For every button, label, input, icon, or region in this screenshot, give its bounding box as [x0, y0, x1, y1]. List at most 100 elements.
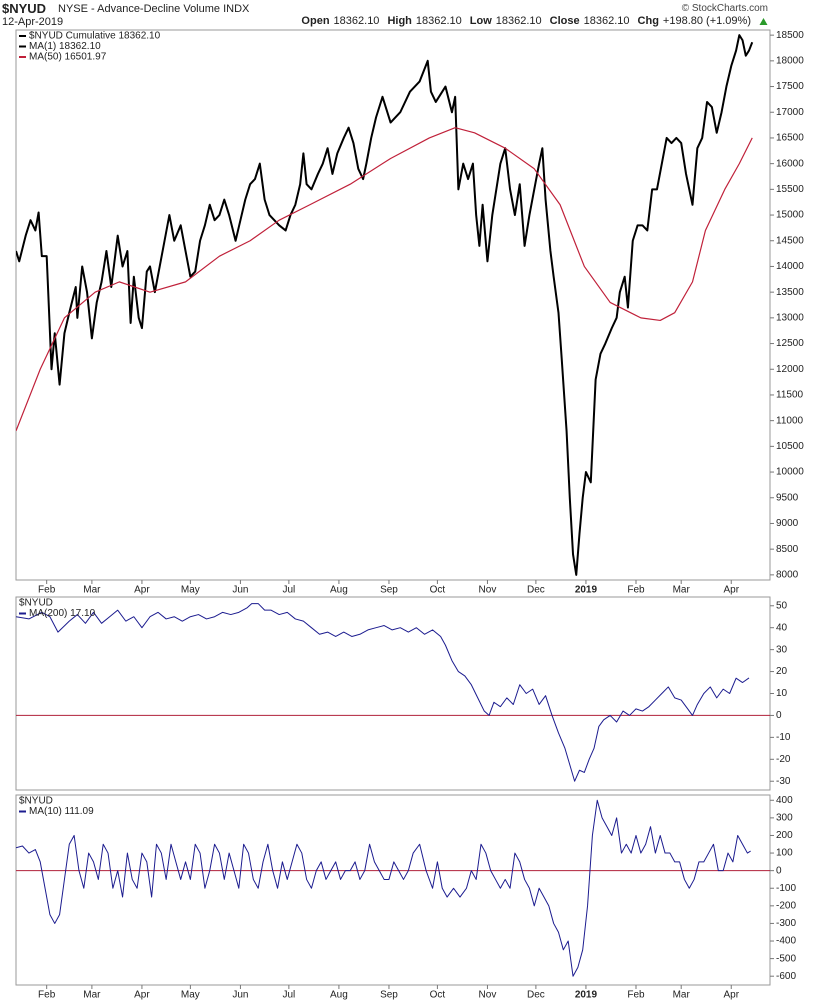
y-tick-label: 10500 — [776, 441, 804, 452]
y-tick-label: -600 — [776, 971, 796, 982]
up-arrow — [759, 17, 768, 25]
y-tick-label: -20 — [776, 754, 791, 765]
legend-title: $NYUD — [19, 598, 53, 609]
quote-label: Low — [469, 15, 492, 27]
legend-label: MA(10) 111.09 — [29, 806, 94, 817]
x-tick-label: Feb — [627, 585, 645, 596]
y-tick-label: 0 — [776, 710, 782, 721]
panel-frame — [15, 794, 771, 986]
y-tick-label: 9500 — [776, 492, 799, 503]
quote-value: 18362.10 — [333, 15, 380, 27]
legend-label: MA(200) 17.10 — [29, 608, 96, 619]
y-tick-label: -10 — [776, 732, 791, 743]
y-tick-label: 11000 — [776, 415, 804, 426]
panel-frame — [15, 29, 771, 581]
quote-label: Open — [301, 15, 330, 27]
quote-value: 18362.10 — [495, 15, 542, 27]
quote-label: Chg — [637, 15, 659, 27]
y-tick-label: 8000 — [776, 570, 799, 581]
y-tick-label: 10000 — [776, 467, 804, 478]
series-line — [16, 34, 754, 576]
y-tick-label: 14500 — [776, 235, 804, 246]
x-tick-label: Feb — [38, 585, 56, 596]
y-tick-label: 12000 — [776, 364, 804, 375]
series-line — [16, 603, 750, 782]
y-tick-label: 13500 — [776, 287, 804, 298]
y-tick-label: 15000 — [776, 210, 804, 221]
quote-row: Open 18362.10 High 18362.10 Low 18362.10 Close… — [301, 15, 768, 27]
x-tick-label: Feb — [38, 990, 56, 1000]
x-tick-label: Nov — [479, 990, 497, 1000]
x-tick-label: Feb — [627, 990, 645, 1000]
y-tick-label: 18000 — [776, 55, 804, 66]
y-tick-label: -200 — [776, 900, 796, 911]
x-tick-label: Jun — [232, 585, 248, 596]
x-tick-label: Oct — [430, 585, 446, 596]
x-tick-label: May — [181, 585, 200, 596]
credit: © StockCharts.com — [681, 3, 768, 14]
x-tick-label: Sep — [380, 585, 398, 596]
x-tick-label: Mar — [673, 585, 691, 596]
y-tick-label: 30 — [776, 644, 788, 655]
x-tick-label: Mar — [673, 990, 691, 1000]
panel-frame — [15, 596, 771, 791]
up-icon — [759, 17, 768, 25]
y-tick-label: 14000 — [776, 261, 804, 272]
x-tick-label: Jun — [232, 990, 248, 1000]
series-line — [16, 799, 751, 977]
y-tick-label: 200 — [776, 830, 793, 841]
y-tick-label: 10 — [776, 688, 788, 699]
quote-value: 18362.10 — [583, 15, 630, 27]
x-tick-label: Mar — [83, 990, 101, 1000]
y-tick-label: -30 — [776, 776, 791, 787]
y-tick-label: -400 — [776, 936, 796, 947]
x-tick-label: Aug — [330, 585, 348, 596]
x-tick-label: Jul — [282, 585, 295, 596]
quote-item: High 18362.10 — [387, 15, 461, 27]
x-tick-label: Apr — [134, 585, 150, 596]
y-tick-label: 13000 — [776, 312, 804, 323]
y-tick-label: 100 — [776, 848, 793, 859]
y-tick-label: 400 — [776, 795, 793, 806]
y-tick-label: 17500 — [776, 81, 804, 92]
y-tick-label: -300 — [776, 918, 796, 929]
x-tick-label: Apr — [723, 990, 739, 1000]
y-tick-label: 16500 — [776, 133, 804, 144]
x-tick-label: Jul — [282, 990, 295, 1000]
quote-item: Low 18362.10 — [470, 15, 542, 27]
y-tick-label: 50 — [776, 600, 788, 611]
x-tick-label: Dec — [527, 585, 545, 596]
y-tick-label: 300 — [776, 813, 793, 824]
x-tick-label: Dec — [527, 990, 545, 1000]
legend-label: MA(50) 16501.97 — [29, 52, 107, 63]
quote-item: Open 18362.10 — [301, 15, 379, 27]
x-tick-label: Mar — [83, 585, 101, 596]
quote-item: Close 18362.10 — [550, 15, 630, 27]
quote-value: 18362.10 — [415, 15, 462, 27]
y-tick-label: 8500 — [776, 544, 799, 555]
quote-label: High — [387, 15, 412, 27]
quote-label: Close — [549, 15, 580, 27]
quote-value: +198.80 (+1.09%) — [662, 15, 751, 27]
x-tick-label: 2019 — [575, 585, 598, 596]
x-tick-label: Apr — [723, 585, 739, 596]
y-tick-label: -500 — [776, 953, 796, 964]
x-tick-label: 2019 — [575, 990, 598, 1000]
y-tick-label: 20 — [776, 666, 788, 677]
x-tick-label: Sep — [380, 990, 398, 1000]
y-tick-label: 15500 — [776, 184, 804, 195]
x-tick-label: Apr — [134, 990, 150, 1000]
description: NYSE - Advance-Decline Volume INDX — [58, 3, 250, 15]
x-tick-label: Aug — [330, 990, 348, 1000]
y-tick-label: 16000 — [776, 158, 804, 169]
y-tick-label: 11500 — [776, 390, 804, 401]
legend-title: $NYUD — [19, 796, 53, 807]
legend-label: MA(1) 18362.10 — [29, 41, 101, 52]
x-tick-label: May — [181, 990, 200, 1000]
x-tick-label: Oct — [430, 990, 446, 1000]
quote-item: Chg +198.80 (+1.09%) — [638, 15, 751, 27]
y-tick-label: 18500 — [776, 30, 804, 41]
y-tick-label: -100 — [776, 883, 796, 894]
y-tick-label: 0 — [776, 865, 782, 876]
